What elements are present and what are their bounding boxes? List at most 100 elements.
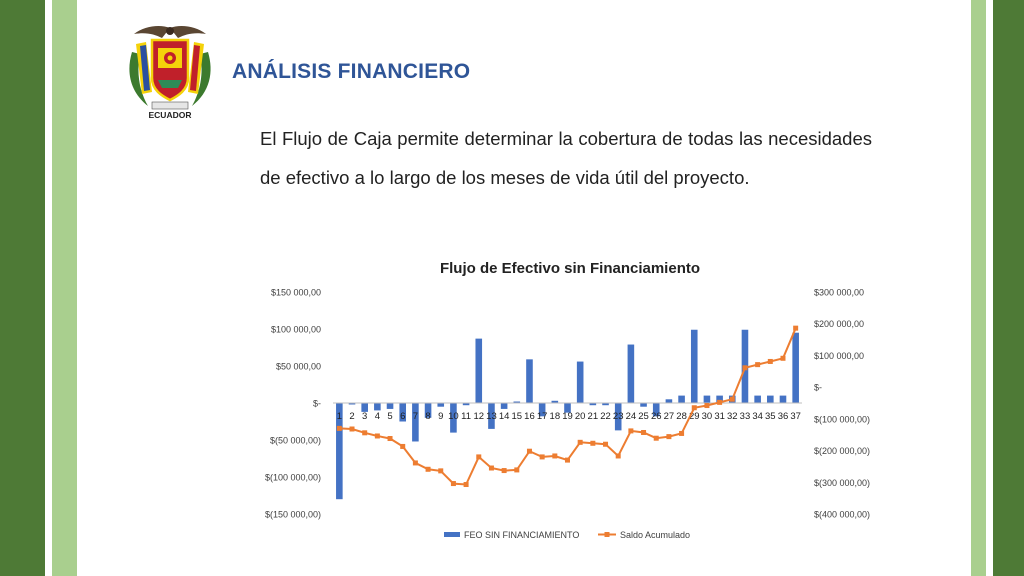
saldo-marker-30 xyxy=(704,403,710,409)
saldo-marker-33 xyxy=(742,365,748,371)
bar-18 xyxy=(551,400,559,403)
right-axis-tick-label: $(400 000,00) xyxy=(814,510,870,520)
x-tick-label: 6 xyxy=(400,411,405,422)
saldo-marker-32 xyxy=(729,396,735,402)
saldo-marker-23 xyxy=(615,453,621,459)
bar-29 xyxy=(690,329,698,403)
bar-30 xyxy=(703,395,711,403)
bar-7 xyxy=(412,403,419,442)
x-tick-label: 19 xyxy=(562,411,573,422)
legend-bar-swatch xyxy=(444,532,460,537)
saldo-marker-12 xyxy=(476,454,482,460)
x-tick-label: 22 xyxy=(600,411,611,422)
saldo-marker-3 xyxy=(362,430,368,436)
left-axis-tick-label: $100 000,00 xyxy=(271,325,321,335)
x-tick-label: 7 xyxy=(413,411,418,422)
left-axis-tick-label: $(150 000,00) xyxy=(265,510,321,520)
x-tick-label: 29 xyxy=(689,411,700,422)
x-tick-label: 20 xyxy=(575,411,586,422)
saldo-marker-36 xyxy=(780,355,786,361)
bar-10 xyxy=(450,403,457,433)
saldo-marker-37 xyxy=(793,325,799,331)
x-tick-label: 27 xyxy=(664,411,675,422)
x-tick-label: 12 xyxy=(473,411,484,422)
x-tick-label: 23 xyxy=(613,411,624,422)
x-tick-label: 9 xyxy=(438,411,443,422)
bar-12 xyxy=(475,338,483,403)
x-tick-label: 3 xyxy=(362,411,367,422)
saldo-marker-8 xyxy=(425,466,431,472)
bar-19 xyxy=(564,403,571,413)
x-tick-label: 21 xyxy=(588,411,599,422)
bar-27 xyxy=(665,399,673,403)
saldo-marker-35 xyxy=(767,358,773,364)
saldo-marker-34 xyxy=(755,362,761,368)
saldo-marker-31 xyxy=(717,399,723,405)
x-tick-label: 2 xyxy=(349,411,354,422)
saldo-marker-7 xyxy=(412,460,418,466)
saldo-marker-26 xyxy=(653,435,659,441)
saldo-marker-4 xyxy=(374,433,380,439)
bar-23 xyxy=(614,403,622,431)
saldo-marker-29 xyxy=(691,405,697,411)
legend-line-label: Saldo Acumulado xyxy=(620,530,690,540)
saldo-marker-11 xyxy=(463,482,469,488)
bar-14 xyxy=(500,403,508,409)
bar-15 xyxy=(513,401,521,403)
bar-21 xyxy=(589,403,597,406)
left-axis-tick-label: $50 000,00 xyxy=(276,362,321,372)
x-tick-label: 1 xyxy=(337,411,342,422)
right-axis-tick-label: $200 000,00 xyxy=(814,319,864,329)
right-axis-tick-label: $(100 000,00) xyxy=(814,414,870,424)
x-tick-label: 25 xyxy=(638,411,649,422)
bar-37 xyxy=(792,332,799,403)
left-axis-tick-label: $(50 000,00) xyxy=(270,436,321,446)
bar-13 xyxy=(488,403,495,429)
x-tick-label: 35 xyxy=(765,411,776,422)
x-tick-label: 36 xyxy=(778,411,789,422)
saldo-marker-9 xyxy=(438,468,444,474)
saldo-marker-13 xyxy=(488,465,494,471)
ecuador-coat-of-arms-logo: ECUADOR xyxy=(129,26,211,120)
bar-28 xyxy=(678,395,685,403)
saldo-marker-25 xyxy=(641,429,647,435)
bar-17 xyxy=(538,403,546,417)
left-light-stripe xyxy=(52,0,77,576)
saldo-marker-14 xyxy=(501,468,507,474)
bar-2 xyxy=(348,403,356,405)
bar-11 xyxy=(462,403,470,406)
x-tick-label: 33 xyxy=(740,411,751,422)
saldo-marker-2 xyxy=(349,426,355,432)
bar-35 xyxy=(767,395,774,403)
cash-flow-chart: Flujo de Efectivo sin Financiamiento $150… xyxy=(265,260,870,540)
x-tick-label: 15 xyxy=(512,411,523,422)
bar-31 xyxy=(716,395,723,403)
saldo-marker-5 xyxy=(387,436,393,442)
x-tick-label: 10 xyxy=(448,411,459,422)
bar-20 xyxy=(576,361,584,403)
left-axis-tick-label: $(100 000,00) xyxy=(265,473,321,483)
x-tick-label: 5 xyxy=(387,411,392,422)
saldo-marker-6 xyxy=(400,443,406,449)
bar-22 xyxy=(602,403,609,406)
bar-25 xyxy=(640,403,647,407)
saldo-marker-18 xyxy=(552,453,558,459)
x-tick-label: 11 xyxy=(461,411,471,422)
left-axis-tick-label: $150 000,00 xyxy=(271,288,321,298)
x-tick-label: 30 xyxy=(702,411,713,422)
bar-6 xyxy=(399,403,407,422)
left-dark-stripe xyxy=(0,0,45,576)
saldo-marker-17 xyxy=(539,454,545,460)
bar-9 xyxy=(437,403,445,407)
description-paragraph: El Flujo de Caja permite determinar la c… xyxy=(260,128,872,188)
right-axis-tick-label: $100 000,00 xyxy=(814,351,864,361)
right-axis-tick-label: $(300 000,00) xyxy=(814,478,870,488)
x-tick-label: 37 xyxy=(790,411,801,422)
right-light-stripe xyxy=(971,0,986,576)
x-tick-label: 18 xyxy=(550,411,561,422)
right-dark-stripe xyxy=(993,0,1024,576)
x-tick-label: 17 xyxy=(537,411,548,422)
chart-title: Flujo de Efectivo sin Financiamiento xyxy=(440,260,700,277)
page-title: ANÁLISIS FINANCIERO xyxy=(232,60,471,83)
saldo-marker-22 xyxy=(603,441,609,447)
